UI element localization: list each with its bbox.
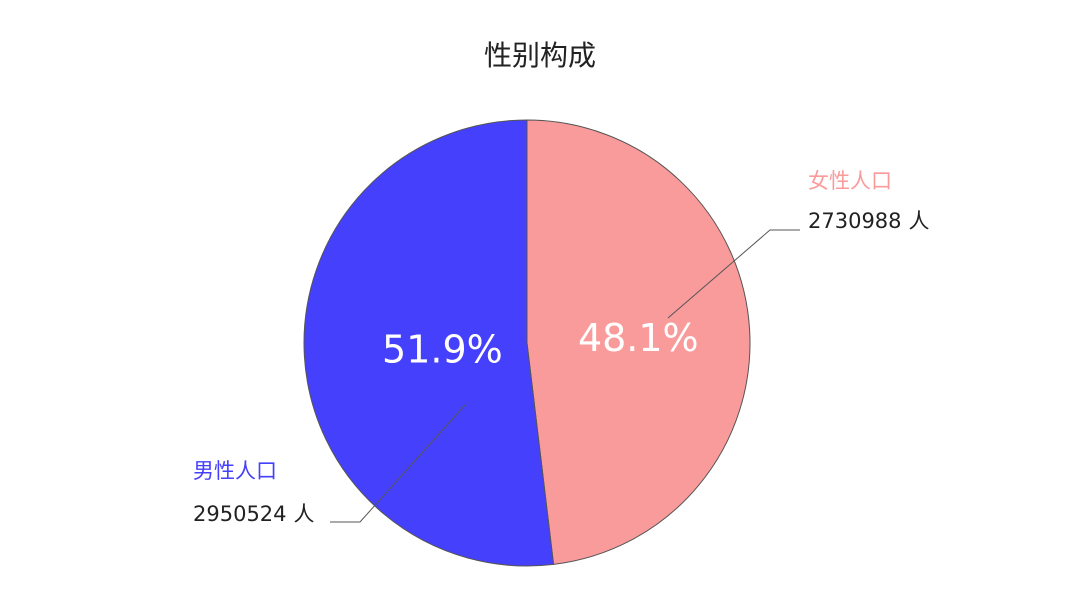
pie-slice	[526, 119, 751, 565]
count-label: 2730988 人	[808, 209, 930, 233]
leader-line	[330, 404, 466, 523]
percent-label: 48.1%	[578, 316, 699, 360]
count-value: 2730988	[808, 209, 902, 233]
category-label: 女性人口	[808, 169, 892, 193]
leader-line	[667, 229, 800, 319]
count-unit: 人	[294, 502, 315, 526]
count-value: 2950524	[193, 502, 287, 526]
count-unit: 人	[909, 209, 930, 233]
chart-title: 性别构成	[484, 39, 596, 72]
count-label: 2950524 人	[193, 502, 315, 526]
category-label: 男性人口	[193, 459, 277, 483]
percent-label: 51.9%	[382, 328, 503, 372]
pie-slice	[303, 119, 555, 567]
